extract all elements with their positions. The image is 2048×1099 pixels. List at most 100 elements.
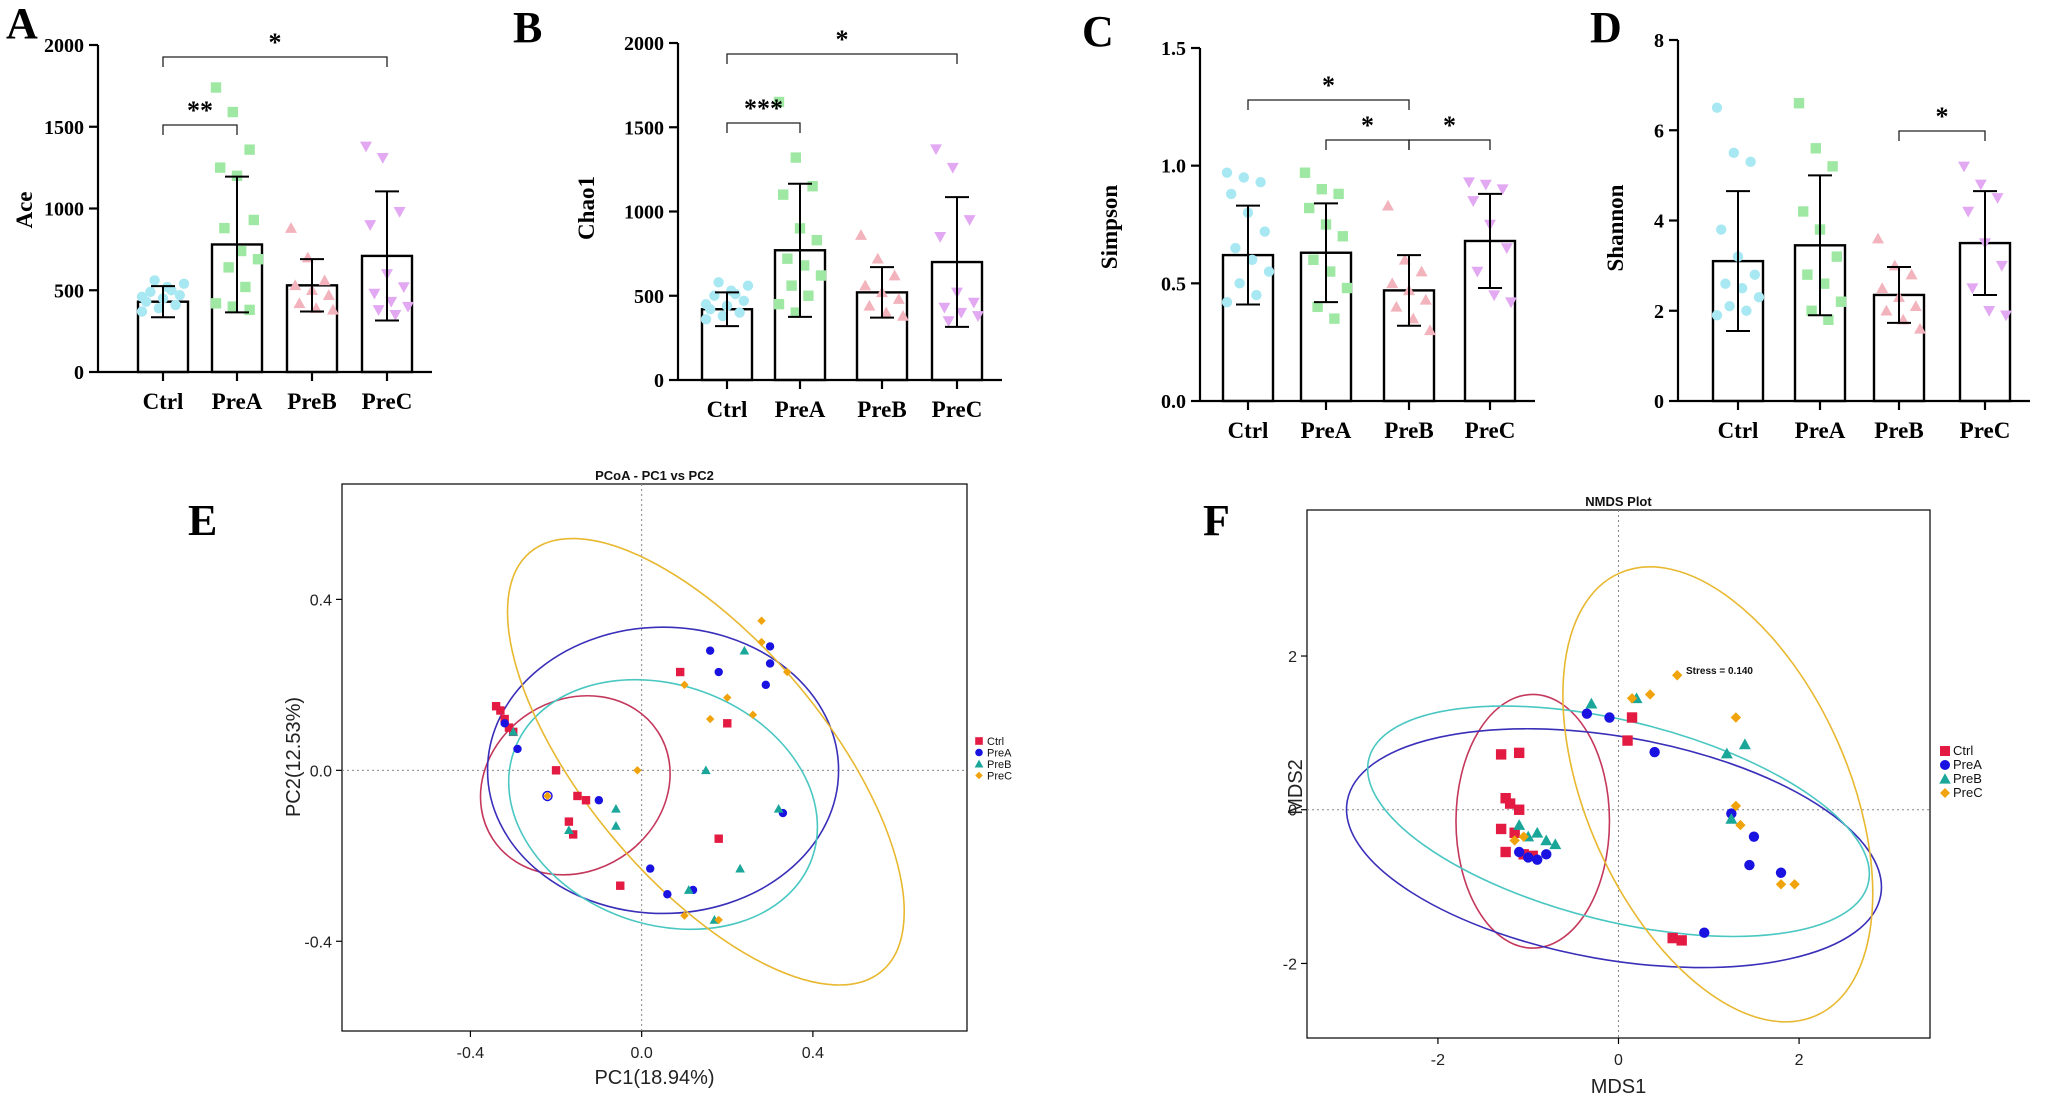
data-point-ctrl: [1667, 932, 1678, 944]
data-point-ctrl: [500, 714, 509, 724]
significance-bracket: [726, 53, 958, 64]
data-point-ctrl: [1622, 735, 1633, 746]
data-point-prea: [761, 680, 771, 690]
data-point: [738, 295, 749, 307]
data-point: [1724, 301, 1735, 312]
y-tick-label: 0: [1288, 803, 1297, 820]
significance-label: ***: [744, 94, 783, 123]
data-point-prea: [1541, 849, 1552, 860]
data-point: [166, 285, 177, 296]
ellipse-prea: [1345, 727, 1883, 969]
data-point: [542, 790, 553, 802]
data-point: [1500, 243, 1513, 255]
data-point-prea: [1581, 708, 1593, 719]
data-point: [972, 311, 984, 322]
legend-label: Ctrl: [987, 736, 1004, 748]
data-point: [1753, 292, 1765, 303]
ellipse-prec: [1562, 566, 1874, 1023]
data-point: [136, 291, 148, 302]
data-point: [1711, 102, 1723, 113]
data-point-prec: [1789, 879, 1800, 890]
data-point-preb: [508, 727, 519, 736]
data-point: [946, 162, 959, 174]
data-point: [1398, 253, 1411, 265]
y-axis-title: MDS2: [1285, 759, 1307, 815]
data-point: [1991, 193, 2004, 204]
x-tick-label: -2: [1431, 1052, 1445, 1069]
x-tick-label: PreC: [1465, 418, 1516, 443]
data-point: [942, 316, 955, 328]
legend-label: PreC: [987, 771, 1012, 783]
data-point: [700, 314, 712, 325]
data-point: [1806, 305, 1817, 316]
data-point-prea: [1699, 927, 1710, 938]
y-tick-label: 0: [654, 370, 664, 392]
panel-letter: C: [1082, 7, 1114, 56]
x-tick-label: Ctrl: [707, 397, 748, 422]
x-tick-label: Ctrl: [1228, 418, 1269, 443]
data-point: [1337, 231, 1348, 242]
data-point-prea: [705, 646, 715, 655]
data-point: [1810, 143, 1821, 154]
data-point: [888, 269, 901, 281]
ellipse-ctrl: [1455, 693, 1611, 949]
data-point: [1905, 268, 1918, 280]
data-point: [897, 309, 909, 321]
ellipse-preb: [1366, 705, 1871, 938]
data-point-ctrl: [675, 667, 685, 677]
data-point: [1471, 266, 1484, 278]
data-point-prec: [748, 710, 758, 719]
data-point-prec: [680, 911, 689, 920]
data-point-ctrl: [564, 817, 574, 826]
data-point: [219, 222, 230, 234]
data-point: [1316, 184, 1327, 195]
data-point-prec: [757, 637, 766, 647]
data-point: [1737, 282, 1748, 294]
data-point: [236, 245, 247, 257]
stress-annotation: Stress = 0.140: [1686, 666, 1753, 677]
data-point: [1226, 188, 1237, 200]
data-point-ctrl: [573, 791, 582, 801]
data-point: [2000, 310, 2012, 322]
data-point: [1909, 300, 1922, 312]
data-point-ctrl: [551, 766, 561, 775]
data-point: [1802, 269, 1813, 280]
data-point: [1386, 277, 1399, 289]
x-tick-label: Ctrl: [143, 389, 184, 414]
data-point: [1263, 266, 1275, 277]
legend-label: Ctrl: [1953, 743, 1973, 758]
data-point: [397, 282, 410, 293]
data-point-prea: [500, 719, 509, 728]
y-axis-title: Ace: [12, 191, 37, 228]
data-point: [1479, 179, 1492, 191]
data-point-ctrl: [1509, 827, 1520, 838]
data-point: [1496, 184, 1509, 196]
data-point-ctrl: [1500, 846, 1511, 858]
data-point-prea: [594, 796, 604, 805]
y-tick-label: 1500: [44, 117, 84, 139]
data-point-prea: [1523, 852, 1534, 863]
data-point-prec: [1626, 693, 1638, 704]
data-point-preb: [683, 885, 694, 894]
data-point: [773, 96, 785, 108]
data-point-prec: [783, 667, 792, 677]
data-point-preb: [1738, 738, 1751, 750]
data-point-preb: [773, 803, 784, 813]
y-tick-label: 1.5: [1161, 38, 1186, 60]
significance-bracket: [162, 124, 238, 135]
data-point: [863, 299, 876, 311]
data-point-prec: [633, 766, 642, 775]
x-tick-label: PreB: [1384, 418, 1433, 443]
data-point: [1304, 202, 1315, 214]
data-point: [389, 309, 402, 321]
data-point-ctrl: [568, 830, 578, 839]
data-point: [811, 234, 822, 246]
data-point-prea: [1775, 867, 1787, 878]
data-point-prea: [714, 667, 723, 677]
y-tick-label: 1000: [44, 199, 84, 221]
data-point-prea: [1604, 712, 1615, 723]
data-point: [1325, 266, 1336, 277]
x-tick-label: PreB: [287, 389, 336, 414]
data-point-ctrl: [714, 834, 723, 843]
